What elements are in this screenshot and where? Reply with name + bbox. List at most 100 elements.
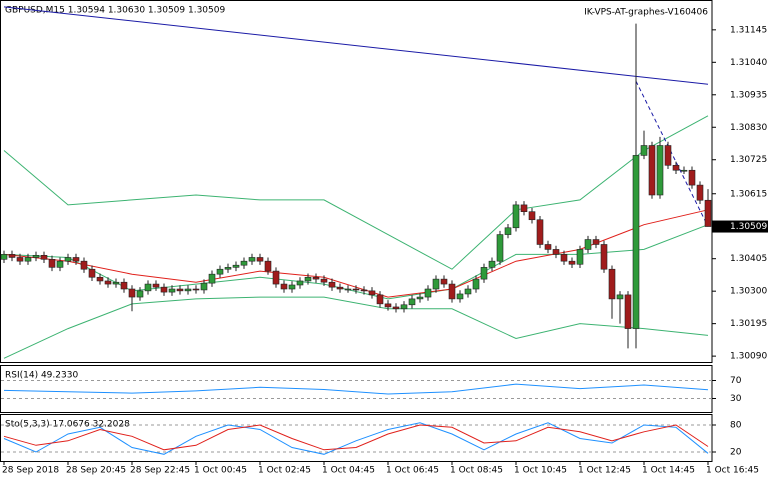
candle-body — [80, 260, 88, 270]
candle-body — [432, 278, 440, 290]
y-tick-label: 30 — [730, 394, 742, 404]
candle-body — [592, 239, 600, 245]
y-tick-label: 1.30615 — [730, 189, 767, 199]
x-tick-label: 1 Oct 06:45 — [386, 466, 439, 476]
candle-body — [288, 284, 296, 290]
candle-body — [248, 257, 256, 262]
candle-body — [184, 288, 192, 292]
candle-body — [72, 257, 80, 262]
candle-body — [136, 290, 144, 298]
candle-body — [520, 204, 528, 212]
candle-body — [600, 244, 608, 270]
candle-body — [664, 145, 672, 166]
candle-body — [448, 283, 456, 300]
y-tick-label: 1.30935 — [730, 90, 767, 100]
chart-label: IK-VPS-AT-graphes-V160406 — [584, 8, 708, 18]
panel-title: RSI(14) 49.2330 — [5, 371, 78, 381]
candle-body — [456, 293, 464, 300]
candle-body — [360, 289, 368, 292]
y-tick-label: 1.31145 — [730, 25, 767, 35]
candle-body — [216, 268, 224, 275]
candle-body — [616, 294, 624, 300]
candle-body — [120, 281, 128, 290]
candle-body — [400, 304, 408, 310]
candle-body — [640, 145, 648, 156]
candle-body — [624, 294, 632, 329]
x-tick-label: 1 Oct 04:45 — [322, 466, 375, 476]
y-tick-label: 1.30725 — [730, 155, 767, 165]
indicator-line — [3, 383, 709, 395]
y-tick-label: 20 — [730, 448, 742, 458]
candle-body — [192, 288, 200, 291]
indicator-line — [3, 296, 709, 359]
x-tick-label: 28 Sep 20:45 — [66, 466, 126, 476]
x-tick-label: 1 Oct 12:45 — [578, 466, 631, 476]
x-tick-label: 1 Oct 02:45 — [258, 466, 311, 476]
candle-body — [584, 239, 592, 250]
candle-body — [128, 288, 136, 298]
candle-body — [376, 294, 384, 305]
candle-body — [368, 290, 376, 296]
candle-body — [528, 211, 536, 221]
indicator-line — [3, 422, 709, 455]
candle-body — [152, 283, 160, 288]
candle-body — [552, 249, 560, 255]
y-tick-label: 1.30090 — [730, 352, 767, 362]
candle-body — [408, 298, 416, 306]
candle-body — [256, 257, 264, 262]
indicator-line — [3, 424, 709, 451]
candle-body — [336, 286, 344, 290]
candle-body — [632, 155, 640, 329]
candle-body — [296, 280, 304, 286]
x-tick-label: 28 Sep 2018 — [2, 466, 59, 476]
candle-body — [112, 281, 120, 285]
candle-body — [496, 234, 504, 262]
y-tick-label: 80 — [730, 421, 742, 431]
candle-body — [480, 267, 488, 280]
candle-body — [464, 288, 472, 295]
y-tick-label: 1.30830 — [730, 123, 767, 133]
candle-body — [656, 145, 664, 196]
candle-body — [568, 260, 576, 265]
candle-body — [8, 254, 16, 258]
candle-body — [96, 276, 104, 282]
candle-body — [512, 204, 520, 229]
candle-body — [576, 249, 584, 265]
candle-body — [648, 145, 656, 196]
candle-body — [424, 288, 432, 298]
candle-body — [560, 254, 568, 262]
candle-body — [0, 254, 8, 260]
candle-body — [304, 276, 312, 282]
indicator-line — [3, 6, 709, 85]
candle-body — [88, 268, 96, 278]
candle-body — [264, 260, 272, 272]
y-tick-label: 70 — [730, 376, 742, 386]
candle-body — [16, 257, 24, 262]
x-tick-label: 1 Oct 08:45 — [450, 466, 503, 476]
x-tick-label: 1 Oct 14:45 — [642, 466, 695, 476]
candle-body — [320, 278, 328, 283]
candle-body — [232, 264, 240, 268]
candle-body — [176, 288, 184, 292]
candle-body — [160, 286, 168, 293]
candle-body — [168, 288, 176, 293]
candle-body — [440, 278, 448, 285]
x-tick-label: 1 Oct 16:45 — [706, 466, 759, 476]
indicator-line — [3, 115, 709, 270]
y-tick-label: 1.30405 — [730, 254, 767, 264]
x-tick-label: 1 Oct 00:45 — [194, 466, 247, 476]
panel-frame — [0, 0, 713, 363]
panel-frame — [0, 365, 713, 413]
candle-body — [344, 288, 352, 291]
candle-body — [32, 254, 40, 258]
candle-body — [40, 254, 48, 260]
candle-body — [200, 282, 208, 291]
candle-body — [472, 278, 480, 290]
candle-body — [680, 169, 688, 172]
candle-body — [208, 273, 216, 284]
candle-body — [392, 306, 400, 310]
candle-body — [224, 267, 232, 270]
